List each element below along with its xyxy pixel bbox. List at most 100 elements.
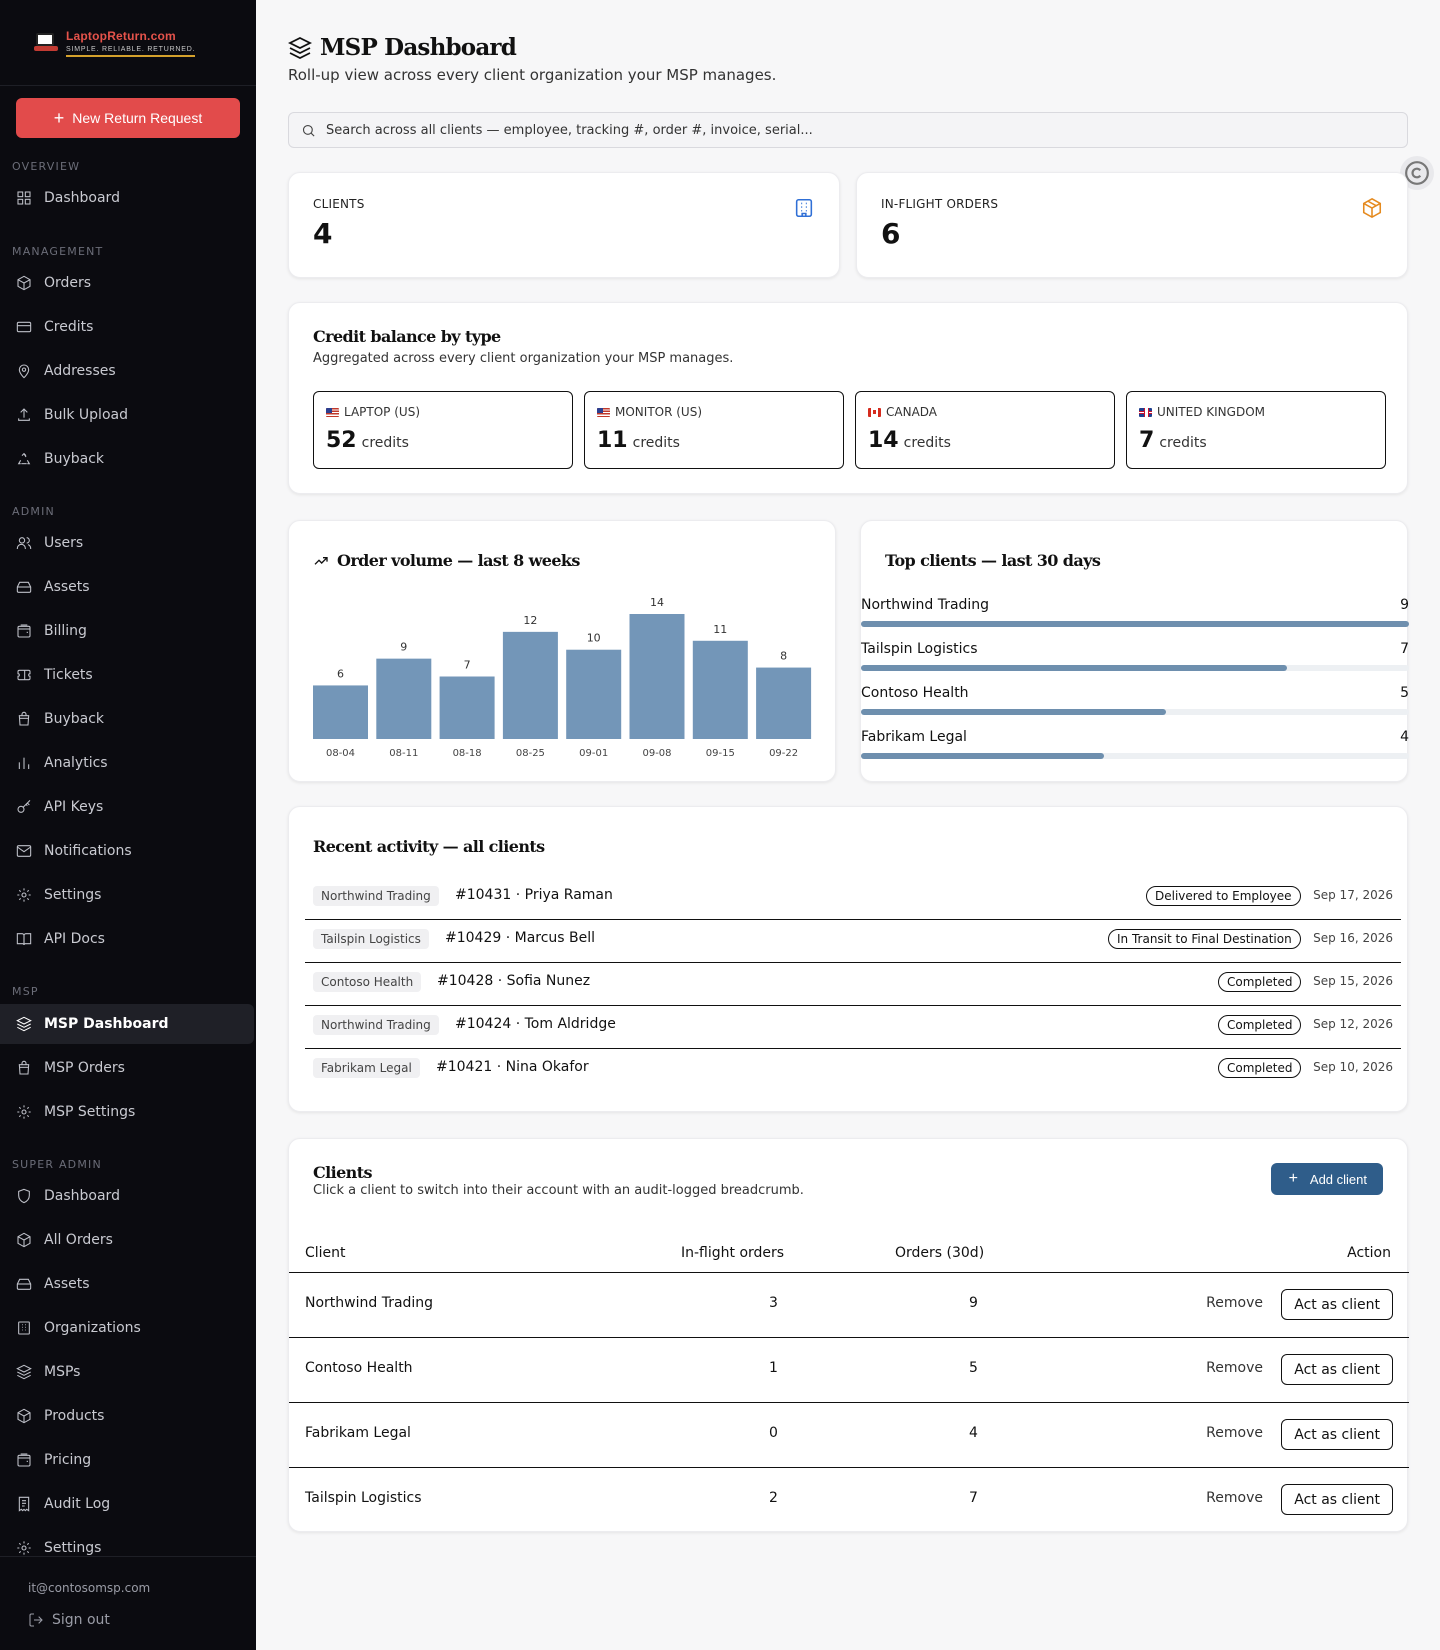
bar-value-label: 11 [713,623,727,636]
sidebar-item-admin-buyback[interactable]: Buyback [0,699,256,739]
client-inflight-count: 3 [769,1295,778,1311]
wallet-icon [16,623,32,639]
bar-chart-icon [16,755,32,771]
sidebar-item-super-admin-assets[interactable]: Assets [0,1264,256,1304]
new-return-request-button[interactable]: + New Return Request [16,98,240,138]
page-header: MSP Dashboard [288,34,517,61]
client-orders-30d: 9 [969,1295,978,1311]
sidebar-item-management-credits[interactable]: Credits [0,307,256,347]
top-client-row[interactable]: Tailspin Logistics 7 [861,637,1409,679]
sidebar-item-msp-msp-settings[interactable]: MSP Settings [0,1092,256,1132]
act-as-client-button[interactable]: Act as client [1281,1419,1393,1450]
activity-row[interactable]: Northwind Trading #10431 · Priya Raman Del… [305,877,1401,920]
sidebar-item-super-admin-pricing[interactable]: Pricing [0,1440,256,1480]
table-row[interactable]: Fabrikam Legal 0 4 Remove Act as client [289,1403,1409,1468]
sidebar-item-super-admin-settings[interactable]: Settings [0,1528,256,1568]
sidebar-item-admin-assets[interactable]: Assets [0,567,256,607]
activity-row[interactable]: Contoso Health #10428 · Sofia Nunez Comple… [305,963,1401,1006]
bar-09-01[interactable] [566,649,622,739]
activity-org-badge: Tailspin Logistics [313,929,429,949]
search-input[interactable] [326,122,1386,138]
act-as-client-button[interactable]: Act as client [1281,1354,1393,1385]
act-as-client-button[interactable]: Act as client [1281,1289,1393,1320]
remove-client-button[interactable]: Remove [1206,1425,1263,1441]
sidebar-item-msp-msp-dashboard[interactable]: MSP Dashboard [0,1004,254,1044]
sidebar-item-admin-api-docs[interactable]: API Docs [0,919,256,959]
bar-08-04[interactable] [313,685,368,739]
sidebar-item-admin-analytics[interactable]: Analytics [0,743,256,783]
top-client-bar-track [861,665,1409,671]
act-as-client-button[interactable]: Act as client [1281,1484,1393,1515]
sidebar-item-admin-users[interactable]: Users [0,523,256,563]
sidebar-item-super-admin-all-orders[interactable]: All Orders [0,1220,256,1260]
sidebar-item-super-admin-msps[interactable]: MSPs [0,1352,256,1392]
clients-title: Clients [313,1163,373,1182]
shield-icon [16,1188,32,1204]
credit-value: 52 credits [326,428,409,453]
sidebar-item-super-admin-products[interactable]: Products [0,1396,256,1436]
bar-value-label: 8 [780,650,787,663]
activity-row[interactable]: Fabrikam Legal #10421 · Nina Okafor Comple… [305,1049,1401,1092]
table-row[interactable]: Tailspin Logistics 2 7 Remove Act as client [289,1468,1409,1533]
top-client-row[interactable]: Northwind Trading 9 [861,593,1409,635]
x-tick-label: 09-08 [642,748,671,759]
remove-client-button[interactable]: Remove [1206,1490,1263,1506]
sign-out-button[interactable]: Sign out [28,1612,110,1628]
sidebar-item-super-admin-audit-log[interactable]: Audit Log [0,1484,256,1524]
sidebar-item-label: Tickets [44,667,93,683]
sidebar-item-admin-tickets[interactable]: Tickets [0,655,256,695]
sidebar-item-admin-api-keys[interactable]: API Keys [0,787,256,827]
clients-stat-card: CLIENTS 4 [288,172,840,278]
activity-order: #10424 · Tom Aldridge [455,1016,616,1032]
order-volume-title: Order volume — last 8 weeks [337,551,580,570]
top-client-row[interactable]: Fabrikam Legal 4 [861,725,1409,767]
add-client-button[interactable]: + Add client [1270,1163,1383,1195]
table-row[interactable]: Contoso Health 1 5 Remove Act as client [289,1338,1409,1403]
sidebar-item-label: API Keys [44,799,104,815]
top-client-bar-fill [861,665,1288,671]
credit-count: 14 [868,428,899,453]
credit-count: 7 [1139,428,1155,453]
remove-client-button[interactable]: Remove [1206,1360,1263,1376]
sidebar-item-super-admin-dashboard[interactable]: Dashboard [0,1176,256,1216]
sidebar-item-management-orders[interactable]: Orders [0,263,256,303]
sidebar-item-management-buyback[interactable]: Buyback [0,439,256,479]
bar-value-label: 14 [650,596,664,609]
activity-status-badge: Completed [1218,972,1302,992]
top-client-row[interactable]: Contoso Health 5 [861,681,1409,723]
inflight-orders-stat-card: IN-FLIGHT ORDERS 6 [856,172,1408,278]
bar-09-15[interactable] [692,640,748,739]
credit-value: 11 credits [597,428,680,453]
bar-08-25[interactable] [502,631,558,739]
page-subtitle: Roll-up view across every client organiz… [288,66,777,84]
sidebar-item-label: All Orders [44,1232,113,1248]
sidebar-item-label: Dashboard [44,1188,120,1204]
brand-logo[interactable]: LaptopReturn.com SIMPLE. RELIABLE. RETUR… [0,0,256,86]
sidebar-item-admin-notifications[interactable]: Notifications [0,831,256,871]
x-tick-label: 09-15 [706,748,735,759]
remove-client-button[interactable]: Remove [1206,1295,1263,1311]
sidebar-item-management-addresses[interactable]: Addresses [0,351,256,391]
client-name: Contoso Health [305,1360,413,1376]
sidebar-item-admin-billing[interactable]: Billing [0,611,256,651]
bar-09-08[interactable] [629,614,685,739]
bar-09-22[interactable] [756,667,812,739]
x-tick-label: 08-11 [389,748,418,759]
activity-org-badge: Contoso Health [313,972,422,992]
layers-icon [16,1364,32,1380]
sidebar-item-management-bulk-upload[interactable]: Bulk Upload [0,395,256,435]
sidebar-item-label: Settings [44,887,102,903]
credit-type-text: UNITED KINGDOM [1157,405,1265,419]
activity-row[interactable]: Northwind Trading #10424 · Tom Aldridge Co… [305,1006,1401,1049]
sidebar-item-overview-dashboard[interactable]: Dashboard [0,178,256,218]
bar-08-18[interactable] [439,676,495,740]
bar-08-11[interactable] [376,658,432,739]
table-row[interactable]: Northwind Trading 3 9 Remove Act as client [289,1273,1409,1338]
top-clients-card: Top clients — last 30 days Northwind Tra… [860,520,1409,782]
sidebar-item-super-admin-organizations[interactable]: Organizations [0,1308,256,1348]
sidebar-item-admin-settings[interactable]: Settings [0,875,256,915]
sidebar-item-msp-msp-orders[interactable]: MSP Orders [0,1048,256,1088]
order-volume-card: Order volume — last 8 weeks 6 08-04 9 08-11… [288,520,836,782]
activity-row[interactable]: Tailspin Logistics #10429 · Marcus Bell In… [305,920,1401,963]
activity-status-badge: In Transit to Final Destination [1108,929,1301,949]
